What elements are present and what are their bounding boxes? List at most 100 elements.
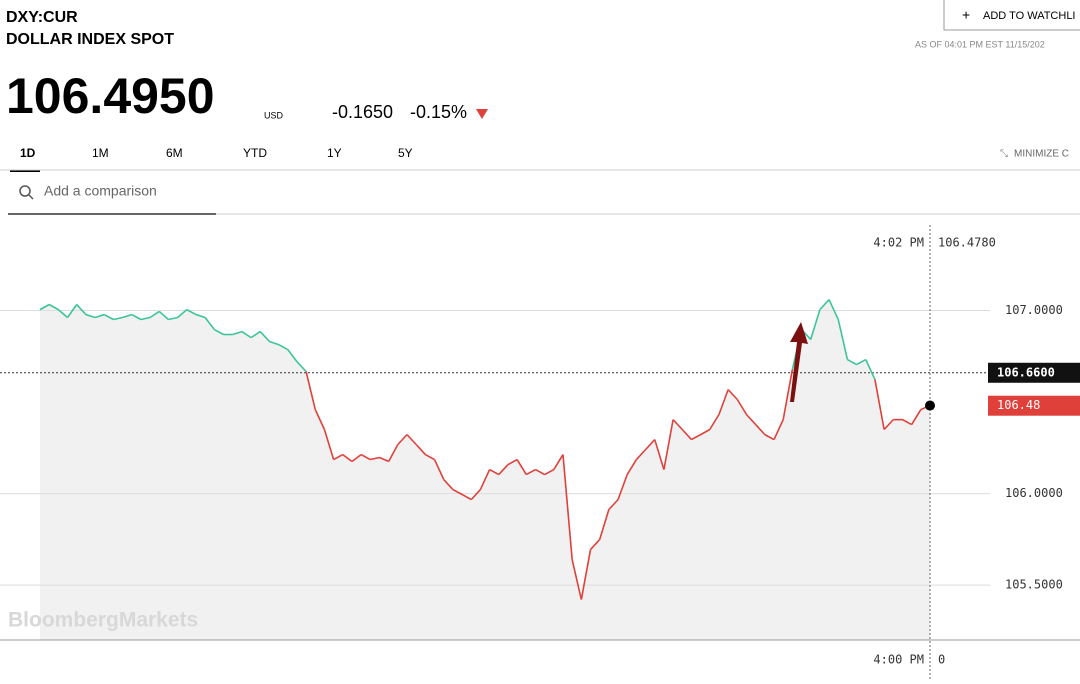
- watchlist-label[interactable]: ADD TO WATCHLI: [983, 10, 1076, 22]
- price-line: [195, 313, 206, 319]
- last-point: [925, 400, 935, 411]
- tab[interactable]: 1Y: [327, 146, 342, 160]
- search-icon: [19, 185, 31, 197]
- tab[interactable]: 1M: [92, 146, 109, 160]
- price-line: [589, 538, 601, 551]
- previous-close-label: 106.6600: [997, 365, 1055, 379]
- price-line: [204, 317, 215, 331]
- price-line: [186, 308, 197, 316]
- price-line: [553, 454, 564, 471]
- price-line: [571, 559, 583, 600]
- price-line: [709, 414, 720, 430]
- price-line: [168, 316, 178, 321]
- price-line: [580, 549, 592, 600]
- watchlist-button[interactable]: [943, 0, 1080, 31]
- price-line: [736, 399, 748, 415]
- price-line: [333, 453, 344, 461]
- price-line: [397, 434, 408, 446]
- price-line: [461, 493, 472, 501]
- price-line: [57, 309, 69, 319]
- price-line: [718, 389, 729, 415]
- price-line: [837, 319, 849, 360]
- price-line: [351, 453, 362, 463]
- price-line: [635, 449, 647, 461]
- area-fill: [40, 299, 930, 640]
- y-tick-label: 106.0000: [1005, 486, 1063, 500]
- price-line: [809, 309, 821, 340]
- tab[interactable]: 1D: [20, 146, 36, 160]
- minimize-icon: ⤡: [1000, 149, 1008, 160]
- axis-value: 0: [938, 653, 945, 667]
- price-line: [387, 444, 399, 462]
- tab[interactable]: YTD: [243, 146, 267, 160]
- price-line: [213, 328, 224, 336]
- price-line: [525, 468, 536, 476]
- price-line: [672, 419, 683, 431]
- price-line: [883, 419, 894, 431]
- tab[interactable]: 6M: [166, 146, 183, 160]
- price-line: [85, 313, 96, 319]
- price-line: [598, 509, 610, 540]
- price-line: [856, 358, 867, 366]
- price-line: [745, 413, 757, 426]
- price-line: [415, 443, 426, 456]
- price-line: [149, 310, 160, 319]
- previous-close-tag: [988, 362, 1080, 383]
- tabs: 1D 1M 6M YTD 1Y 5Y: [20, 146, 413, 160]
- price-line: [232, 330, 243, 336]
- price-line: [700, 428, 711, 436]
- active-tab-underline: [10, 170, 40, 172]
- axis-time: 4:00 PM: [873, 653, 924, 667]
- price-line: [287, 349, 298, 363]
- price-line: [507, 458, 518, 466]
- price-line: [131, 313, 142, 321]
- search-icon-handle: [28, 194, 34, 200]
- price-line: [296, 361, 307, 373]
- price-line: [562, 454, 573, 560]
- price-line: [250, 330, 261, 339]
- last-label: 106.48: [997, 398, 1040, 412]
- price-line: [452, 488, 463, 496]
- price-line: [764, 433, 775, 441]
- symbol: DXY:CUR: [6, 9, 78, 26]
- price-line: [902, 418, 913, 426]
- tab[interactable]: 5Y: [398, 146, 413, 160]
- comparison-input[interactable]: Add a comparison: [44, 183, 157, 199]
- change: -0.1650: [332, 102, 393, 122]
- change-percent: -0.15%: [410, 102, 467, 122]
- price-line: [94, 313, 105, 319]
- crosshair-time: 4:02 PM: [873, 236, 924, 250]
- price-line: [544, 468, 555, 476]
- price-line: [379, 456, 389, 463]
- price-line: [663, 419, 674, 470]
- price-line: [681, 428, 693, 441]
- price-line: [66, 304, 78, 318]
- price-line: [259, 331, 270, 343]
- price-line: [644, 439, 656, 451]
- annotation-arrow: [790, 322, 808, 402]
- price-line: [342, 453, 353, 463]
- y-tick-label: 105.5000: [1005, 578, 1063, 592]
- price-line: [177, 309, 188, 319]
- instrument-name: DOLLAR INDEX SPOT: [6, 31, 174, 48]
- price-line: [158, 310, 169, 321]
- last-tag: [988, 395, 1080, 416]
- price-line: [535, 468, 546, 476]
- minimize[interactable]: MINIMIZE C: [1014, 149, 1069, 160]
- price-line: [653, 439, 665, 470]
- price-line: [433, 459, 445, 480]
- price-line: [305, 371, 317, 410]
- currency: USD: [264, 110, 284, 120]
- price-line: [910, 409, 922, 425]
- price-line: [489, 468, 500, 476]
- price-line: [479, 469, 491, 490]
- price-line: [360, 453, 371, 461]
- price-line: [241, 330, 252, 339]
- price-line: [727, 389, 738, 401]
- plot: 107.0000 106.0000 105.5000 BloombergMarkets…: [0, 225, 1080, 679]
- price-line: [113, 316, 123, 321]
- price: 106.4950: [6, 68, 215, 124]
- price-line: [617, 474, 628, 500]
- price-line: [103, 313, 114, 321]
- price-line: [122, 313, 132, 319]
